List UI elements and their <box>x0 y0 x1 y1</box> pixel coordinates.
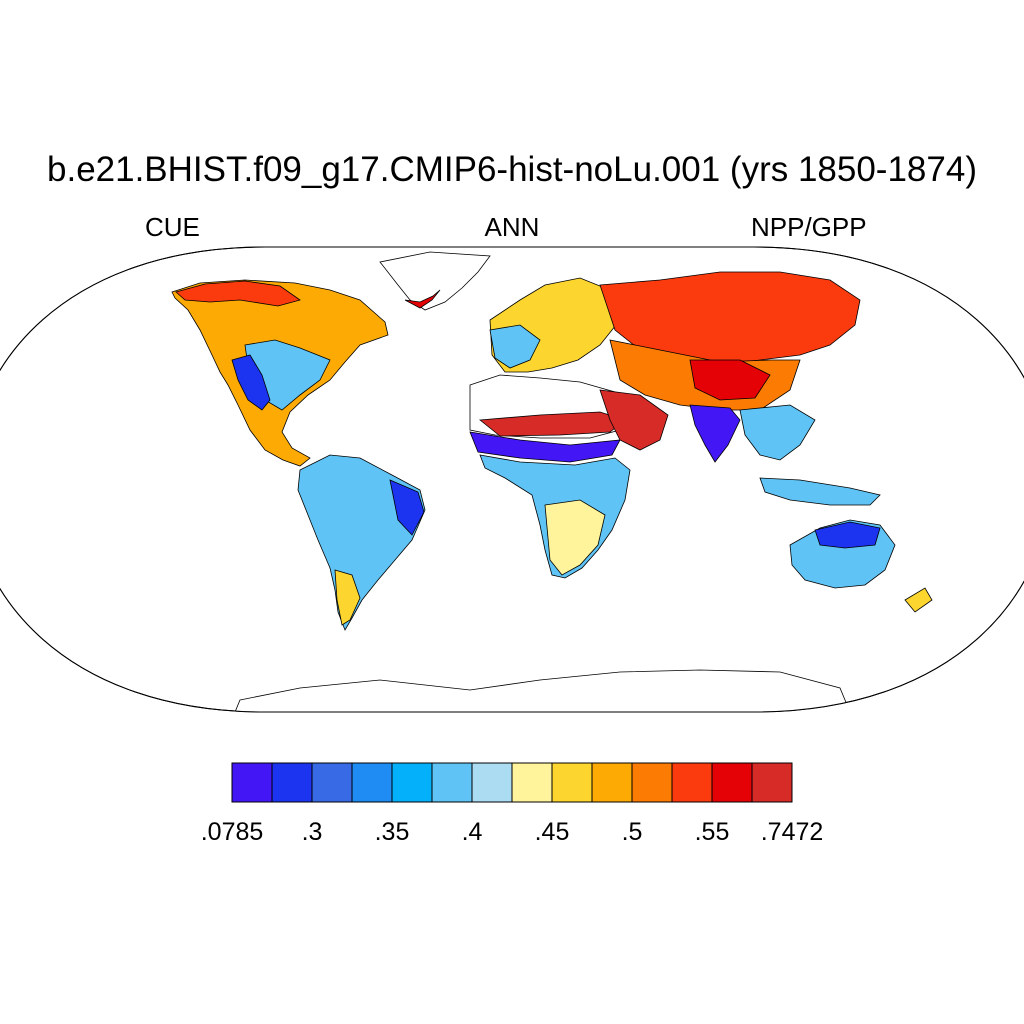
colorbar-tick-label-7: .7472 <box>761 818 824 846</box>
map-frame-outline <box>0 246 1024 713</box>
colorbar-box-0 <box>231 762 273 803</box>
colorbar-tick-label-2: .35 <box>375 818 410 846</box>
colorbar-box-3 <box>351 762 393 803</box>
colorbar-tick-label-0: .0785 <box>201 818 264 846</box>
colorbar-boxes <box>231 762 793 803</box>
south-america-east <box>389 479 425 536</box>
north-america-west <box>231 354 271 411</box>
colorbar-box-4 <box>391 762 433 803</box>
asia-interior <box>689 359 771 401</box>
colorbar-box-5 <box>431 762 473 803</box>
antarctica <box>234 669 851 712</box>
north-america-north <box>175 280 301 307</box>
greenland <box>379 251 491 311</box>
greenland-coast <box>404 289 441 309</box>
left-string: CUE <box>145 212 200 242</box>
europe-west <box>489 324 541 369</box>
colorbar-tick-labels: .0785 .3 .35 .4 .45 .5 .55 .7472 <box>201 818 824 846</box>
africa-sahel <box>469 431 621 463</box>
colorbar-tick-label-3: .4 <box>462 818 483 846</box>
center-string: ANN <box>484 212 540 242</box>
colorbar-tick-label-6: .55 <box>695 818 730 846</box>
south-america-south <box>334 569 361 626</box>
india <box>689 404 741 463</box>
southeast-asia <box>739 404 816 461</box>
colorbar-box-10 <box>631 762 673 803</box>
colorbar-box-13 <box>751 762 793 803</box>
colorbar-tick-label-1: .3 <box>302 818 323 846</box>
colorbar-box-12 <box>711 762 753 803</box>
south-america-region <box>297 454 426 631</box>
colorbar-box-11 <box>671 762 713 803</box>
colorbar-box-9 <box>591 762 633 803</box>
australia-north <box>814 521 881 549</box>
colorbar-box-1 <box>271 762 313 803</box>
indonesia <box>759 477 881 506</box>
colorbar-box-2 <box>311 762 353 803</box>
africa-south <box>544 499 606 576</box>
right-string: NPP/GPP <box>751 212 867 242</box>
colorbar-tick-label-5: .5 <box>622 818 643 846</box>
new-zealand <box>904 587 933 613</box>
land-data <box>171 251 933 712</box>
colorbar-tick-label-4: .45 <box>535 818 570 846</box>
colorbar-box-6 <box>471 762 513 803</box>
plot-title: b.e21.BHIST.f09_g17.CMIP6-hist-noLu.001 … <box>47 150 977 189</box>
colorbar-box-8 <box>551 762 593 803</box>
arabia <box>599 389 669 451</box>
colorbar-box-7 <box>511 762 553 803</box>
